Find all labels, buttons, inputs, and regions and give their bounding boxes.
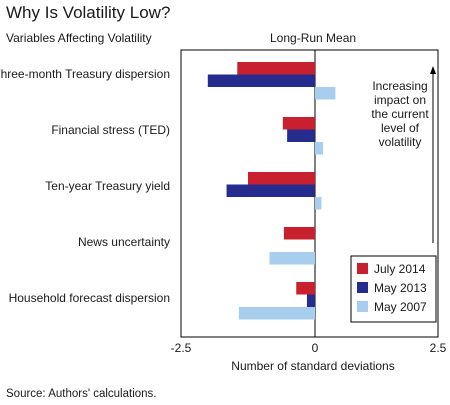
bar — [296, 282, 315, 295]
category-label: Three-month Treasury dispersion — [0, 67, 170, 81]
x-tick-label: 2.5 — [430, 341, 447, 355]
legend-swatch — [357, 263, 368, 274]
bar — [315, 142, 324, 155]
chart-subtitle: Variables Affecting Volatility — [6, 31, 152, 45]
x-tick-label: 0 — [312, 341, 319, 355]
bar — [306, 294, 315, 307]
category-label: Ten-year Treasury yield — [45, 179, 170, 193]
chart-title: Why Is Volatility Low? — [6, 3, 171, 22]
arrow-head-icon — [430, 66, 436, 74]
annotation-line: impact on — [374, 93, 426, 107]
legend-swatch — [357, 282, 368, 293]
bar — [238, 307, 315, 320]
legend-swatch — [357, 301, 368, 312]
annotation-line: volatility — [379, 135, 422, 149]
bar — [237, 62, 315, 75]
bar — [283, 227, 315, 240]
bar — [282, 117, 315, 130]
long-run-mean-label: Long-Run Mean — [270, 31, 357, 45]
plot-frame — [180, 49, 439, 338]
category-label: Household forecast dispersion — [9, 291, 170, 305]
annotation-line: Increasing — [372, 79, 427, 93]
bar — [287, 129, 315, 142]
bar — [207, 74, 315, 87]
category-label: Financial stress (TED) — [51, 123, 170, 137]
bar — [248, 172, 315, 185]
bar — [315, 87, 336, 100]
legend-label: May 2007 — [374, 300, 427, 314]
x-tick-label: -2.5 — [171, 341, 192, 355]
x-axis-label: Number of standard deviations — [231, 359, 394, 373]
legend-label: July 2014 — [374, 262, 426, 276]
bar — [269, 252, 315, 265]
annotation-line: the current — [371, 107, 429, 121]
bar — [315, 197, 322, 210]
source-note: Source: Authors' calculations. — [6, 388, 157, 400]
bar — [226, 184, 315, 197]
legend-label: May 2013 — [374, 281, 427, 295]
annotation-line: level of — [381, 121, 420, 135]
category-label: News uncertainty — [78, 235, 170, 249]
